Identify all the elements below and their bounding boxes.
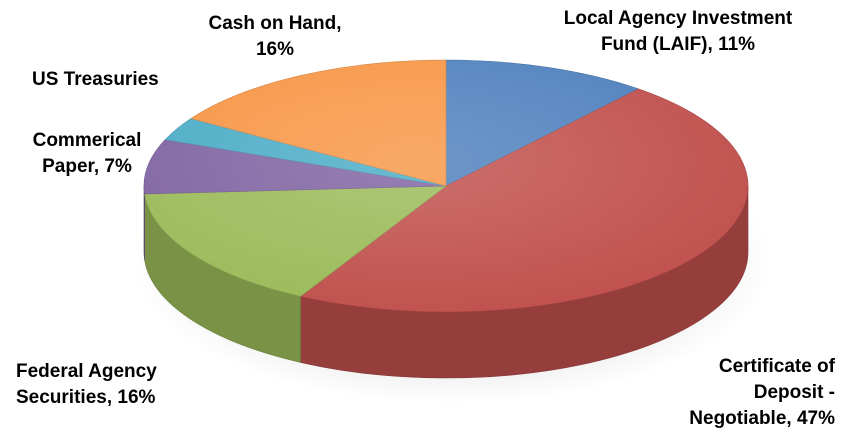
slice-label-line: Fund (LAIF), 11%	[600, 34, 756, 55]
slice-label-certificate-of-deposit: Certificate of Deposit - Negotiable, 47%	[640, 354, 835, 432]
slice-label-laif: Local Agency Investment Fund (LAIF), 11%	[528, 6, 828, 58]
slice-label-line: 16%	[255, 39, 295, 60]
slice-label-line: Federal Agency	[16, 361, 157, 382]
slice-label-line: Securities, 16%	[16, 387, 156, 408]
slice-label-federal-agency-securities: Federal Agency Securities, 16%	[16, 359, 216, 411]
slice-label-line: Cash on Hand,	[208, 13, 342, 34]
slice-label-line: Deposit -	[753, 382, 835, 403]
slice-label-line: Local Agency Investment	[563, 8, 793, 29]
slice-label-commercial-paper: Commerical Paper, 7%	[2, 128, 172, 180]
slice-label-us-treasuries: US Treasuries	[32, 67, 232, 93]
pie-side-commerical	[143, 185, 145, 260]
slice-label-cash-on-hand: Cash on Hand, 16%	[175, 11, 375, 63]
slice-label-line: Negotiable, 47%	[689, 408, 835, 429]
slice-label-line: Commerical	[32, 130, 142, 151]
slice-label-line: Paper, 7%	[42, 156, 132, 177]
slice-label-line: Certificate of	[718, 356, 835, 377]
slice-label-line: US Treasuries	[32, 69, 159, 90]
